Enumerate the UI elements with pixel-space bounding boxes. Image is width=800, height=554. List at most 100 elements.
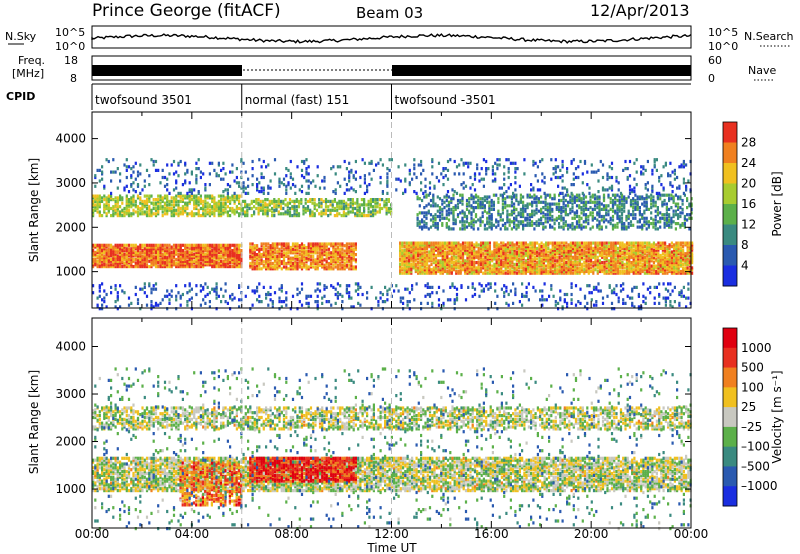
cell-far2 [266, 206, 269, 211]
cell-main-f2 [468, 269, 471, 274]
cell-far3 [421, 227, 424, 231]
cell-near [667, 289, 670, 293]
cell-main-f2 [457, 246, 460, 250]
cell-far1 [224, 210, 227, 214]
cell-main-f2 [464, 269, 467, 274]
cell-far1 [107, 196, 110, 200]
cell-main-f [119, 259, 122, 263]
cell-near [325, 285, 328, 289]
cell-main-f [132, 249, 135, 253]
cell-main-f2 [531, 262, 534, 266]
cell-far1 [204, 205, 207, 209]
cell-far2 [295, 208, 298, 212]
cell-far3 [465, 207, 469, 211]
cell-main-f2 [430, 243, 433, 247]
cell-main-f [184, 243, 187, 247]
cell-far3 [445, 225, 448, 229]
cell-far2 [273, 208, 276, 212]
cell-near [613, 287, 616, 291]
cell-near [608, 285, 611, 289]
cell-main-f2 [646, 266, 649, 270]
cell-main-f [211, 263, 214, 267]
cell-main-f [103, 243, 106, 247]
cell-near [260, 300, 263, 304]
cell-day-e [348, 267, 351, 271]
cell-main-f2 [556, 250, 559, 254]
cell-main-f2 [583, 243, 586, 247]
cell-far1 [213, 205, 216, 209]
cell-main-f2 [589, 262, 593, 266]
cell-main-f [226, 250, 229, 254]
cell-near [253, 289, 256, 293]
cell-near [678, 291, 681, 295]
cell-far2 [244, 203, 247, 207]
cell-far2 [293, 199, 296, 203]
cell-main-f [229, 256, 232, 260]
nsky-tick-bottom-right: 10^0 [708, 40, 738, 53]
cell-main-f2 [540, 269, 543, 274]
cell-far3 [421, 225, 424, 229]
cell-near [101, 303, 104, 307]
cell-day-e [318, 251, 322, 255]
cell-far1 [172, 212, 176, 216]
cell-far3 [454, 207, 457, 211]
cell-main-f2 [540, 246, 543, 250]
cell-main-f [123, 256, 126, 260]
cell-far3 [438, 207, 442, 211]
cell-near [379, 296, 382, 300]
cell-near [359, 303, 362, 307]
cell-main-f [154, 254, 158, 258]
cell-main-f2 [614, 259, 617, 263]
cell-near [514, 287, 517, 291]
cell-main-f [107, 250, 110, 254]
cell-main-f2 [571, 261, 575, 265]
cell-main-f [179, 259, 182, 263]
cell-main-f2 [529, 264, 532, 268]
cell-main-f2 [661, 252, 664, 256]
cell-main-f [92, 254, 95, 258]
cell-main-f [130, 261, 133, 265]
cell-main-f [166, 243, 169, 247]
cell-far3 [450, 207, 453, 211]
cell-main-f2 [417, 252, 420, 256]
cell-main-f [96, 245, 99, 249]
cell-main-f2 [518, 257, 521, 261]
cell-main-f2 [589, 257, 593, 261]
cell-main-f2 [661, 245, 664, 249]
cell-main-f2 [677, 257, 680, 261]
cell-day-e [249, 247, 252, 251]
cell-main-f2 [605, 271, 608, 275]
cell-far2 [257, 198, 260, 202]
cell-main-f [202, 256, 205, 260]
cell-day-e [269, 256, 272, 260]
cell-far1 [166, 205, 169, 209]
cell-far2 [387, 208, 390, 212]
cell-near [617, 300, 620, 304]
cell-day-e [314, 265, 317, 269]
cell-far1 [96, 210, 99, 214]
cell-main-f2 [488, 262, 491, 266]
cell-day-e [350, 249, 353, 253]
cell-far3 [429, 204, 433, 208]
cell-main-f2 [567, 250, 570, 254]
cell-far3 [447, 207, 451, 211]
cell-far2 [275, 206, 278, 211]
cell-main-f [197, 256, 200, 260]
cell-main-f2 [497, 259, 500, 263]
nsky-strip-frame [91, 25, 692, 49]
cell-main-f2 [569, 255, 572, 259]
cell-main-f2 [482, 246, 485, 250]
cell-main-f [94, 252, 97, 256]
cell-main-f2 [634, 261, 637, 265]
cell-main-f2 [509, 259, 512, 263]
cell-day-e [278, 251, 281, 255]
cell-main-f [112, 249, 115, 253]
cell-far2 [311, 198, 314, 202]
cell-main-f2 [457, 253, 460, 258]
cell-day-e [271, 245, 274, 250]
cell-far1 [231, 198, 234, 202]
cell-day-e [307, 245, 310, 250]
cell-main-f [101, 250, 104, 254]
cell-near [289, 307, 292, 311]
cell-main-f2 [619, 246, 622, 250]
